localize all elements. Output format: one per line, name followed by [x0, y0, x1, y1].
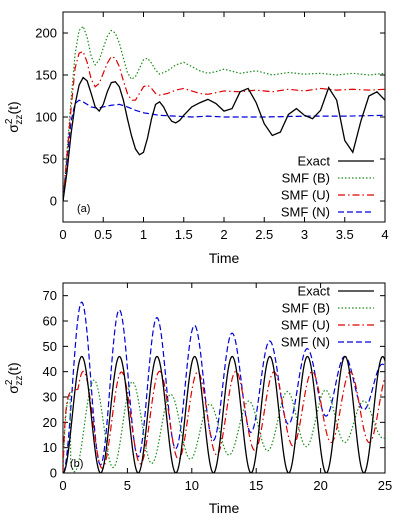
x-tick-label: 1.5 [175, 227, 193, 242]
legend-label: SMF (U) [281, 188, 330, 203]
y-axis-label-b: σ2zz(t) [4, 362, 25, 393]
y-axis-label-a: σ2zz(t) [4, 101, 25, 132]
x-tick-label: 1 [140, 227, 147, 242]
x-tick-label: 3.5 [336, 227, 354, 242]
x-tick-label: 4 [381, 227, 388, 242]
panel-label-a: (a) [77, 203, 90, 215]
x-tick-label: 2 [220, 227, 227, 242]
y-tick-label: 0 [50, 466, 57, 481]
y-tick-label: 50 [43, 152, 57, 167]
x-axis-label-a: Time [209, 250, 240, 266]
series-line-smf-n [63, 99, 385, 202]
x-tick-label: 20 [313, 478, 327, 493]
legend-b: Exact SMF (B) SMF (U) SMF (N) [281, 284, 374, 350]
legend-label: Exact [297, 284, 330, 299]
x-tick-label: 15 [249, 478, 263, 493]
y-tick-label: 100 [35, 110, 57, 125]
x-tick-label: 5 [124, 478, 131, 493]
series-line-smf-b [63, 379, 385, 473]
y-tick-label: 60 [43, 314, 57, 329]
legend-label: SMF (N) [281, 335, 330, 350]
x-tick-label: 0 [59, 478, 66, 493]
panel-a: 0 0.5 1 1.5 2 2.5 3 3.5 4 0 50 100 150 200 (a) Time σ… [4, 11, 389, 266]
legend-label: SMF (U) [281, 318, 330, 333]
a-ticks: 0 0.5 1 1.5 2 2.5 3 3.5 4 0 50 100 150 200 [35, 12, 389, 242]
series-line-exact [63, 355, 385, 473]
x-tick-label: 25 [378, 478, 392, 493]
legend-label: Exact [297, 154, 330, 169]
x-tick-label: 10 [185, 478, 199, 493]
b-ticks: 0 5 10 15 20 25 0 10 20 30 40 50 60 70 [43, 283, 392, 493]
y-tick-label: 150 [35, 68, 57, 83]
y-tick-label: 50 [43, 339, 57, 354]
b-lines [63, 301, 385, 473]
series-line-exact [63, 76, 385, 202]
x-tick-label: 2.5 [255, 227, 273, 242]
panel-label-b: (b) [70, 458, 83, 470]
series-line-smf-u [63, 370, 385, 472]
series-line-smf-b [63, 25, 385, 202]
x-tick-label: 0.5 [94, 227, 112, 242]
x-tick-label: 3 [301, 227, 308, 242]
y-tick-label: 0 [50, 194, 57, 209]
plot-frame-b [62, 282, 386, 474]
y-tick-label: 20 [43, 415, 57, 430]
y-tick-label: 30 [43, 390, 57, 405]
series-line-smf-n [63, 301, 385, 473]
y-tick-label: 200 [35, 26, 57, 41]
a-lines [63, 25, 385, 202]
legend-label: SMF (B) [282, 171, 330, 186]
legend-label: SMF (N) [281, 205, 330, 220]
y-tick-label: 70 [43, 288, 57, 303]
y-tick-label: 10 [43, 440, 57, 455]
x-axis-label-b: Time [209, 500, 240, 516]
y-tick-label: 40 [43, 364, 57, 379]
legend-a: Exact SMF (B) SMF (U) SMF (N) [281, 154, 374, 220]
panel-b: 0 5 10 15 20 25 0 10 20 30 40 50 60 70 (b) Time σ2zz(… [4, 282, 392, 516]
x-tick-label: 0 [59, 227, 66, 242]
legend-label: SMF (B) [282, 301, 330, 316]
series-line-smf-u [63, 50, 385, 202]
